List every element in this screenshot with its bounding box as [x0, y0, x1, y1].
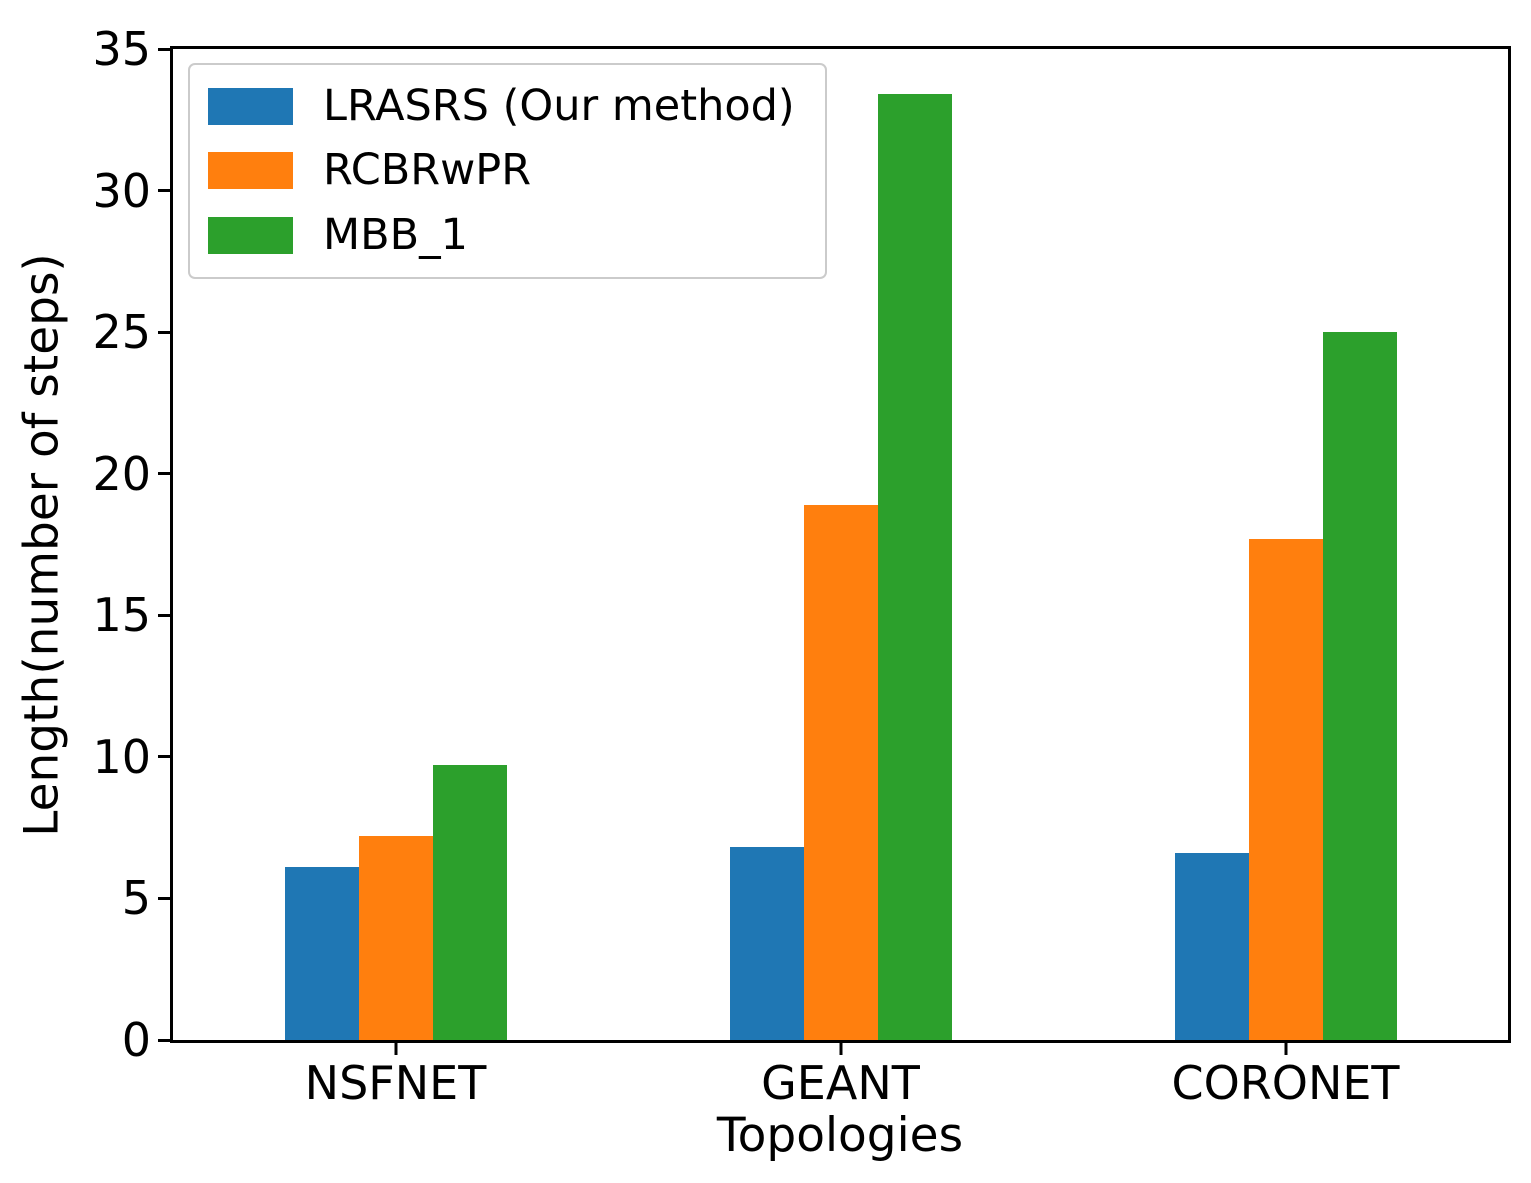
y-tick-mark-35 [158, 47, 170, 51]
legend-label-mbb-1: MBB_1 [323, 209, 468, 260]
y-tick-label-10: 10 [92, 729, 151, 784]
legend-row-lrasrs-our-method: LRASRS (Our method) [208, 81, 795, 131]
y-tick-label-35: 35 [92, 22, 151, 76]
bar-geant-rcbrwpr [803, 504, 878, 1040]
x-tick-mark-coronet [1284, 1043, 1287, 1055]
bar-nsfnet-lrasrs-our-method [284, 867, 359, 1040]
y-tick-label-30: 30 [92, 163, 151, 218]
bar-coronet-mbb-1 [1322, 332, 1397, 1040]
legend-swatch-lrasrs-our-method [208, 88, 293, 126]
x-tick-mark-nsfnet [394, 1043, 397, 1055]
x-tick-label-nsfnet: NSFNET [304, 1056, 487, 1110]
legend-label-lrasrs-our-method: LRASRS (Our method) [323, 81, 795, 131]
legend-swatch-mbb-1 [208, 216, 293, 254]
y-tick-label-5: 5 [121, 871, 151, 926]
y-tick-label-25: 25 [92, 305, 151, 360]
y-axis-label: Length(number of steps) [14, 253, 70, 837]
y-tick-label-20: 20 [92, 446, 151, 501]
bar-nsfnet-rcbrwpr [358, 836, 433, 1040]
y-tick-mark-10 [158, 755, 170, 759]
bar-coronet-rcbrwpr [1248, 538, 1323, 1040]
x-tick-label-geant: GEANT [761, 1056, 920, 1110]
bar-nsfnet-mbb-1 [432, 765, 507, 1040]
bar-coronet-lrasrs-our-method [1174, 853, 1249, 1040]
plot-area: LRASRS (Our method) RCBRwPR MBB_1 0 5 10 15 20… [92, 26, 1511, 1106]
x-tick-label-coronet: CORONET [1171, 1056, 1400, 1110]
x-axis-label: Topologies [716, 1108, 964, 1163]
y-tick-label-15: 15 [92, 588, 151, 643]
legend-swatch-rcbrwpr [208, 152, 293, 190]
y-tick-mark-15 [158, 613, 170, 617]
legend: LRASRS (Our method) RCBRwPR MBB_1 [188, 63, 827, 279]
legend-row-mbb-1: MBB_1 [208, 209, 795, 260]
bar-geant-mbb-1 [877, 94, 952, 1040]
x-tick-mark-geant [839, 1043, 842, 1055]
legend-label-rcbrwpr: RCBRwPR [323, 145, 532, 196]
y-tick-mark-0 [158, 1038, 170, 1042]
y-tick-mark-5 [158, 896, 170, 900]
y-tick-mark-25 [158, 330, 170, 334]
y-tick-mark-20 [158, 472, 170, 476]
bar-geant-lrasrs-our-method [729, 847, 804, 1040]
y-tick-label-0: 0 [121, 1013, 151, 1067]
y-tick-mark-30 [158, 189, 170, 193]
legend-row-rcbrwpr: RCBRwPR [208, 145, 795, 196]
